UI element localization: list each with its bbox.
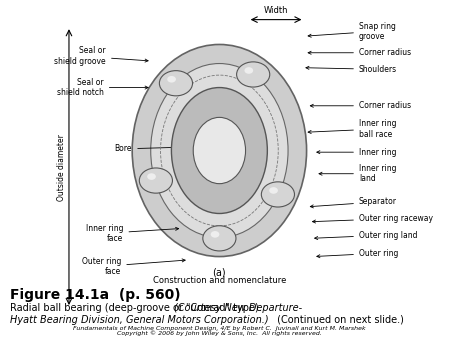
Text: Fundamentals of Machine Component Design, 4/E by Robert C.  Juvinall and Kurt M.: Fundamentals of Machine Component Design… — [73, 325, 366, 331]
Text: (Continued on next slide.): (Continued on next slide.) — [274, 315, 404, 324]
Text: Seal or
shield groove: Seal or shield groove — [54, 46, 148, 66]
Circle shape — [237, 62, 270, 87]
Ellipse shape — [171, 88, 267, 214]
Text: Corner radius: Corner radius — [310, 101, 411, 110]
Text: Outer ring raceway: Outer ring raceway — [312, 214, 433, 223]
Ellipse shape — [132, 45, 306, 257]
Text: Bore: Bore — [115, 144, 179, 153]
Text: Inner ring
face: Inner ring face — [86, 224, 179, 243]
Text: Radial ball bearing (deep-groove or "Conrad" type).: Radial ball bearing (deep-groove or "Con… — [10, 303, 265, 313]
Text: Outer ring: Outer ring — [317, 249, 398, 258]
Text: Outside diameter: Outside diameter — [57, 134, 66, 200]
Text: Copyright © 2006 by John Wiley & Sons, Inc.  All rights reserved.: Copyright © 2006 by John Wiley & Sons, I… — [117, 331, 322, 336]
Circle shape — [147, 173, 156, 180]
Text: Outer ring
face: Outer ring face — [82, 257, 185, 276]
Text: Outer ring land: Outer ring land — [315, 231, 418, 240]
Text: Separator: Separator — [310, 197, 397, 208]
Text: Inner ring
land: Inner ring land — [319, 164, 396, 184]
Text: Snap ring
groove: Snap ring groove — [308, 22, 396, 41]
Text: Shoulders: Shoulders — [306, 65, 397, 74]
Text: (a): (a) — [212, 267, 226, 277]
Circle shape — [261, 182, 294, 207]
Text: Width: Width — [264, 6, 288, 15]
Text: Corner radius: Corner radius — [308, 48, 411, 57]
Circle shape — [203, 226, 236, 251]
Circle shape — [211, 231, 220, 238]
Text: Figure 14.1a  (p. 560): Figure 14.1a (p. 560) — [10, 288, 181, 302]
Ellipse shape — [151, 64, 288, 238]
Text: Hyatt Bearing Division, General Motors Corporation.): Hyatt Bearing Division, General Motors C… — [10, 315, 269, 324]
Ellipse shape — [193, 117, 246, 184]
Text: Inner ring
ball race: Inner ring ball race — [308, 119, 396, 139]
Text: Seal or
shield notch: Seal or shield notch — [57, 78, 148, 97]
Circle shape — [167, 76, 176, 82]
Circle shape — [269, 187, 278, 194]
Text: Construction and nomenclature: Construction and nomenclature — [153, 276, 286, 285]
Circle shape — [159, 71, 193, 96]
Ellipse shape — [154, 68, 285, 233]
Text: (Courtesy New Departure-: (Courtesy New Departure- — [174, 303, 302, 313]
Text: Inner ring: Inner ring — [317, 148, 396, 157]
Circle shape — [244, 67, 253, 74]
Circle shape — [140, 168, 172, 193]
